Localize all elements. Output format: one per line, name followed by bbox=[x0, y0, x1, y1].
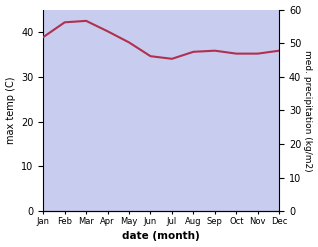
X-axis label: date (month): date (month) bbox=[122, 231, 200, 242]
Y-axis label: max temp (C): max temp (C) bbox=[5, 77, 16, 144]
Y-axis label: med. precipitation (kg/m2): med. precipitation (kg/m2) bbox=[303, 50, 313, 171]
